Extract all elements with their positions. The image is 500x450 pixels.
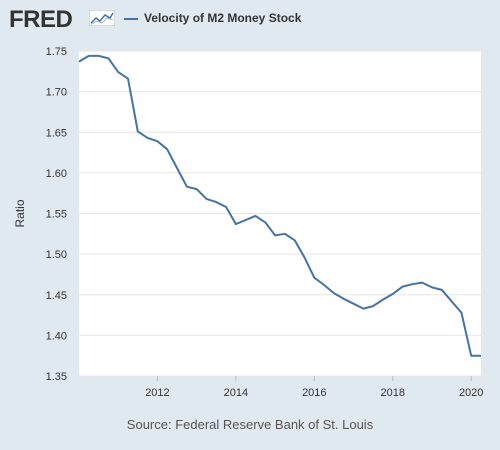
data-point[interactable] bbox=[263, 220, 267, 224]
y-tick-label: 1.35 bbox=[46, 371, 67, 383]
chart-logo-icon bbox=[89, 10, 115, 26]
data-point[interactable] bbox=[155, 139, 159, 143]
data-point[interactable] bbox=[342, 297, 346, 301]
data-point[interactable] bbox=[391, 292, 395, 296]
data-point[interactable] bbox=[312, 276, 316, 280]
data-point[interactable] bbox=[253, 214, 257, 218]
data-point[interactable] bbox=[420, 281, 424, 285]
data-point[interactable] bbox=[165, 147, 169, 151]
data-point[interactable] bbox=[77, 60, 81, 64]
x-axis-ticks: 2012 2014 2016 2018 2020 bbox=[145, 376, 483, 399]
data-point[interactable] bbox=[87, 54, 91, 58]
legend-label[interactable]: Velocity of M2 Money Stock bbox=[144, 11, 302, 25]
data-point[interactable] bbox=[332, 291, 336, 295]
y-tick-label: 1.65 bbox=[46, 127, 67, 139]
data-point[interactable] bbox=[479, 354, 483, 358]
y-tick-label: 1.55 bbox=[46, 209, 67, 221]
data-point[interactable] bbox=[440, 288, 444, 292]
data-point[interactable] bbox=[469, 354, 473, 358]
data-point[interactable] bbox=[293, 238, 297, 242]
x-tick-label: 2020 bbox=[459, 387, 483, 399]
line-chart: 1.35 1.40 1.45 1.50 1.55 1.60 1.65 1.70 1.75 201… bbox=[13, 46, 483, 399]
data-point[interactable] bbox=[185, 185, 189, 189]
y-axis-ticks: 1.35 1.40 1.45 1.50 1.55 1.60 1.65 1.70 1.75 bbox=[46, 46, 67, 383]
x-tick-label: 2014 bbox=[224, 387, 248, 399]
data-point[interactable] bbox=[146, 136, 150, 140]
data-point[interactable] bbox=[175, 166, 179, 170]
data-point[interactable] bbox=[410, 282, 414, 286]
x-tick-label: 2018 bbox=[381, 387, 405, 399]
y-tick-label: 1.40 bbox=[46, 330, 67, 342]
legend-swatch bbox=[124, 18, 138, 20]
y-tick-label: 1.45 bbox=[46, 290, 67, 302]
chart-header: FRED Velocity of M2 Money Stock bbox=[0, 0, 500, 40]
data-point[interactable] bbox=[136, 129, 140, 133]
data-point[interactable] bbox=[97, 54, 101, 58]
data-point[interactable] bbox=[303, 255, 307, 259]
data-point[interactable] bbox=[361, 307, 365, 311]
source-text: Source: Federal Reserve Bank of St. Loui… bbox=[126, 417, 374, 432]
data-point[interactable] bbox=[126, 77, 130, 81]
data-point[interactable] bbox=[459, 311, 463, 315]
data-point[interactable] bbox=[381, 298, 385, 302]
data-point[interactable] bbox=[106, 56, 110, 60]
data-point[interactable] bbox=[214, 200, 218, 204]
data-point[interactable] bbox=[352, 302, 356, 306]
y-tick-label: 1.70 bbox=[46, 87, 67, 99]
data-point[interactable] bbox=[204, 197, 208, 201]
data-point[interactable] bbox=[450, 299, 454, 303]
data-point[interactable] bbox=[234, 222, 238, 226]
data-point[interactable] bbox=[430, 285, 434, 289]
y-tick-label: 1.60 bbox=[46, 168, 67, 180]
series-line[interactable] bbox=[78, 54, 481, 357]
grid-lines bbox=[79, 50, 481, 377]
data-point[interactable] bbox=[244, 218, 248, 222]
y-tick-label: 1.75 bbox=[46, 46, 67, 58]
x-tick-label: 2016 bbox=[302, 387, 326, 399]
data-point[interactable] bbox=[273, 233, 277, 237]
data-point[interactable] bbox=[116, 70, 120, 74]
data-point[interactable] bbox=[322, 283, 326, 287]
y-axis-label: Ratio bbox=[13, 199, 27, 227]
data-point[interactable] bbox=[283, 232, 287, 236]
x-tick-label: 2012 bbox=[145, 387, 169, 399]
data-point[interactable] bbox=[224, 205, 228, 209]
data-point[interactable] bbox=[371, 304, 375, 308]
data-point[interactable] bbox=[401, 285, 405, 289]
fred-logo[interactable]: FRED bbox=[9, 6, 73, 33]
y-tick-label: 1.50 bbox=[46, 249, 67, 261]
data-point[interactable] bbox=[195, 187, 199, 191]
